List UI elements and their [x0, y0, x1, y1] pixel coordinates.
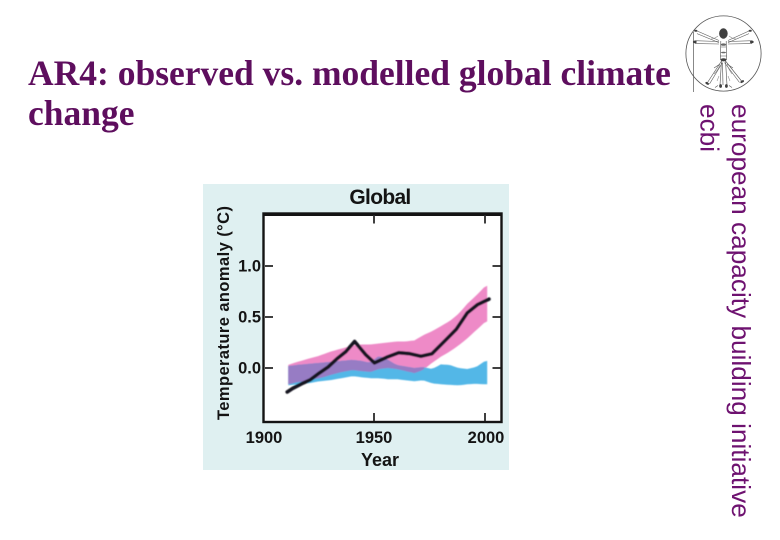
- svg-text:1900: 1900: [246, 429, 283, 447]
- svg-text:0.5: 0.5: [238, 309, 261, 327]
- svg-text:1.0: 1.0: [238, 258, 261, 276]
- svg-text:0.0: 0.0: [238, 360, 261, 378]
- svg-text:1950: 1950: [356, 429, 393, 447]
- svg-text:Global: Global: [349, 186, 410, 209]
- svg-text:Year: Year: [361, 450, 399, 470]
- svg-text:Temperature anomaly (°C): Temperature anomaly (°C): [215, 206, 233, 420]
- svg-text:2000: 2000: [468, 429, 505, 447]
